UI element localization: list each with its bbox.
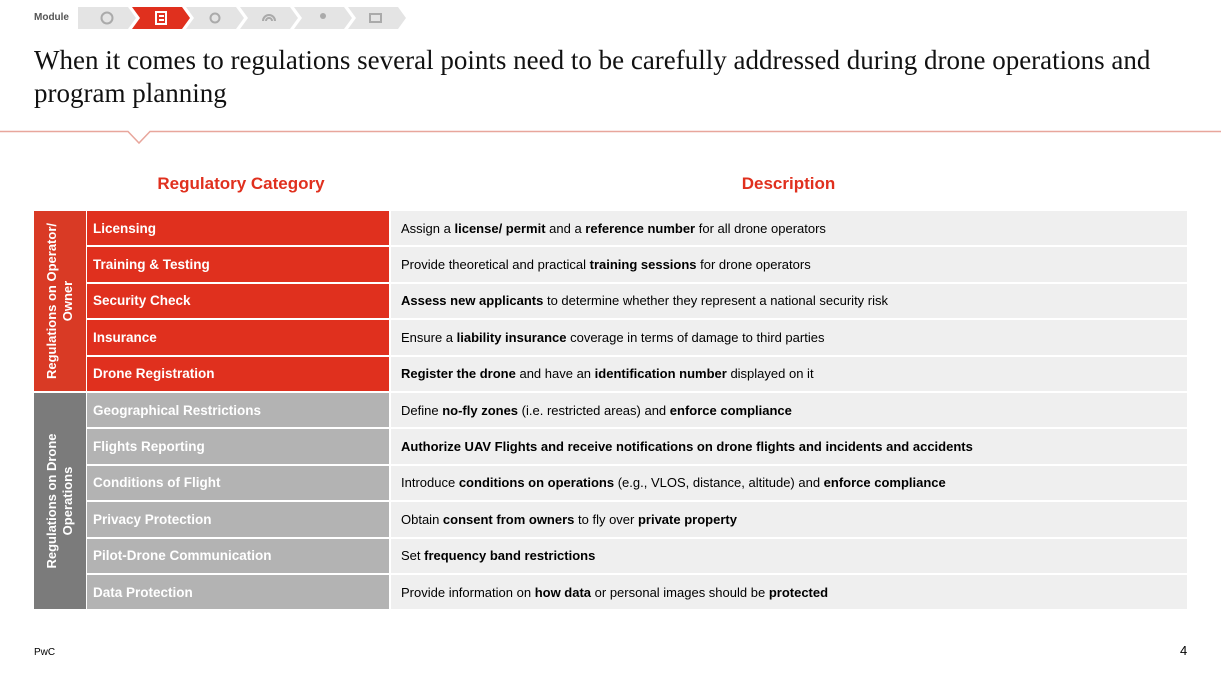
group-rows: Geographical Restrictions Define no-fly z… <box>86 392 1187 612</box>
nav-step[interactable] <box>78 7 136 29</box>
description-cell: Assess new applicants to determine wheth… <box>391 283 1187 319</box>
description-text: Ensure a <box>401 329 457 345</box>
description-cell: Introduce conditions on operations (e.g.… <box>391 465 1187 501</box>
title: When it comes to regulations several poi… <box>34 45 1151 108</box>
icon <box>369 13 382 23</box>
module-label: Module <box>34 12 69 23</box>
group-label: Regulations on Operator/ Owner <box>34 211 86 393</box>
group-label-text: Regulations on Operator/ Owner <box>44 222 75 379</box>
group-rows: Licensing Assign a license/ permit and a … <box>86 211 1187 393</box>
description-cell: Provide theoretical and practical traini… <box>391 247 1187 282</box>
row-group: Regulations on Drone Operations Geographi… <box>34 392 1187 612</box>
row-group: Regulations on Operator/ Owner Licensing A… <box>34 211 1187 393</box>
description-text: Authorize UAV Flights and receive notifi… <box>401 439 973 455</box>
group-label-text: Regulations on Drone Operations <box>44 433 75 569</box>
description-text: Assign a <box>401 220 455 236</box>
description-text: conditions on operations <box>458 475 615 491</box>
description-text: displayed on it <box>726 366 814 382</box>
category-cell: Pilot-Drone Communication <box>87 538 389 573</box>
category-cell: Conditions of Flight <box>87 465 389 501</box>
icon <box>155 11 167 25</box>
description-text: Define <box>401 402 443 418</box>
description-text: private property <box>637 511 737 527</box>
description-text: coverage in terms of damage to third par… <box>566 329 825 345</box>
description-text: for all drone operators <box>695 220 826 236</box>
nav-step[interactable] <box>186 7 244 29</box>
description-text: identification number <box>594 366 727 382</box>
description-text: and a <box>545 220 586 236</box>
description-cell: Obtain consent from owners to fly over p… <box>391 502 1187 537</box>
module-nav <box>78 7 406 29</box>
nav-step[interactable] <box>348 7 406 29</box>
description-text: Assess new applicants <box>401 293 544 309</box>
description-text: (e.g., VLOS, distance, altitude) and <box>614 475 824 491</box>
source: PwC <box>34 647 56 658</box>
divider <box>0 130 1221 145</box>
description-text: to determine whether they represent a na… <box>543 293 889 309</box>
description-text: (i.e. restricted areas) and <box>518 402 670 418</box>
table-row: Privacy Protection Obtain consent from ow… <box>86 502 1187 539</box>
description-text: and have an <box>515 366 595 382</box>
description-text: Provide theoretical and practical <box>401 257 590 273</box>
category-cell: Drone Registration <box>87 356 389 391</box>
category-cell: Privacy Protection <box>87 502 389 537</box>
description-cell: Define no-fly zones (i.e. restricted are… <box>391 392 1187 428</box>
icon <box>320 13 326 19</box>
description-text: liability insurance <box>456 329 567 345</box>
category-cell: Geographical Restrictions <box>87 392 389 428</box>
description-text: how data <box>534 584 592 600</box>
description-cell: Register the drone and have an identific… <box>391 356 1187 391</box>
category-cell: Flights Reporting <box>87 429 389 464</box>
table-row: Insurance Ensure a liability insurance co… <box>86 320 1187 357</box>
table: Regulations on Operator/ Owner Licensing A… <box>34 211 1187 612</box>
table-row: Drone Registration Register the drone and… <box>86 356 1187 393</box>
table-row: Conditions of Flight Introduce conditions… <box>86 465 1187 503</box>
icon <box>262 14 276 22</box>
table-row: Data Protection Provide information on ho… <box>86 574 1187 612</box>
group-label: Regulations on Drone Operations <box>34 392 86 612</box>
category-cell: Security Check <box>87 283 389 319</box>
category-cell: Training & Testing <box>87 247 389 282</box>
description-text: enforce compliance <box>669 402 792 418</box>
table-row: Training & Testing Provide theoretical an… <box>86 247 1187 284</box>
description-text: no-fly zones <box>442 402 519 418</box>
column-header: Regulatory Category <box>157 174 325 193</box>
column-header: Description <box>741 174 836 193</box>
description-cell: Provide information on how data or perso… <box>391 574 1187 610</box>
description-text: reference number <box>585 220 696 236</box>
description-text: Provide information on <box>401 584 535 600</box>
page-number: 4 <box>1180 643 1188 658</box>
description-text: enforce compliance <box>823 475 946 491</box>
description-text: Obtain <box>401 511 443 527</box>
description-cell: Authorize UAV Flights and receive notifi… <box>391 429 1187 464</box>
table-row: Geographical Restrictions Define no-fly z… <box>86 392 1187 430</box>
description-text: Register the drone <box>401 366 516 382</box>
description-text: Introduce <box>401 475 459 491</box>
description-cell: Assign a license/ permit and a reference… <box>391 211 1187 246</box>
nav-step-active[interactable] <box>132 7 190 29</box>
table-row: Licensing Assign a license/ permit and a … <box>86 211 1187 248</box>
description-text: or personal images should be <box>591 584 769 600</box>
description-text: license/ permit <box>454 220 546 236</box>
table-row: Flights Reporting Authorize UAV Flights a… <box>86 429 1187 466</box>
description-text: Set <box>401 548 425 564</box>
category-cell: Insurance <box>87 320 389 355</box>
description-cell: Ensure a liability insurance coverage in… <box>391 320 1187 355</box>
category-cell: Data Protection <box>87 574 389 610</box>
table-row: Security Check Assess new applicants to d… <box>86 283 1187 321</box>
description-cell: Set frequency band restrictions <box>391 538 1187 573</box>
icon <box>209 12 221 24</box>
description-text: to fly over <box>574 511 638 527</box>
description-text: consent from owners <box>442 511 575 527</box>
category-cell: Licensing <box>87 211 389 246</box>
description-text: training sessions <box>589 257 697 273</box>
description-text: frequency band restrictions <box>424 548 596 564</box>
description-text: for drone operators <box>696 257 811 273</box>
description-text: protected <box>768 584 829 600</box>
table-row: Pilot-Drone Communication Set frequency b… <box>86 538 1187 575</box>
icon <box>100 11 114 25</box>
